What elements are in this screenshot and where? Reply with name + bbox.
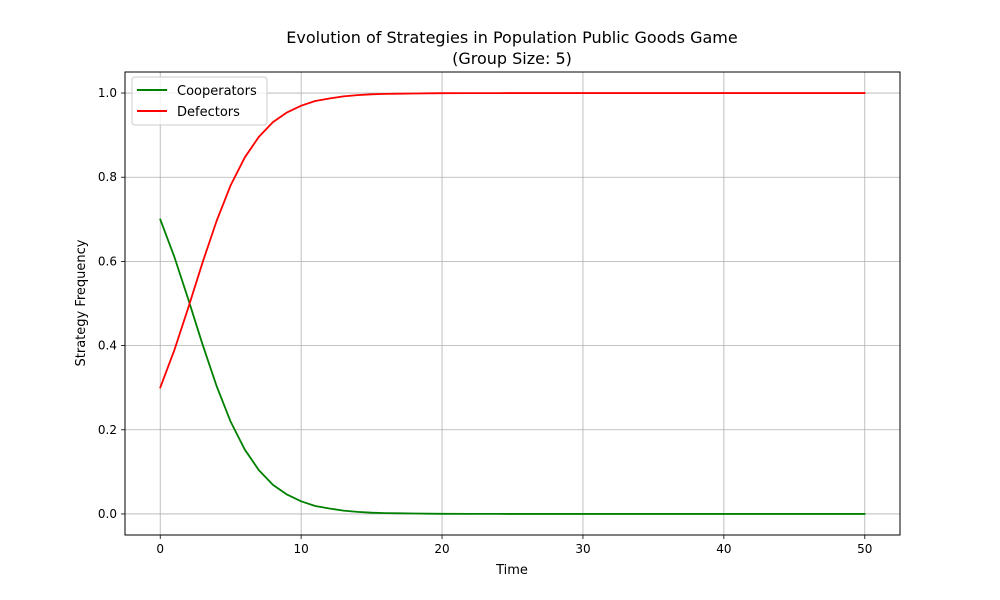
y-tick-label: 0.0: [98, 507, 117, 521]
y-tick-label: 0.2: [98, 423, 117, 437]
x-tick-label: 40: [716, 542, 731, 556]
y-tick-label: 0.6: [98, 254, 117, 268]
x-tick-label: 0: [156, 542, 164, 556]
y-tick-label: 0.4: [98, 339, 117, 353]
x-tick-label: 30: [575, 542, 590, 556]
series-lines: [159, 92, 866, 515]
x-tick-label: 50: [857, 542, 872, 556]
legend-label-cooperators: Cooperators: [177, 84, 257, 99]
legend: Cooperators Defectors: [131, 76, 268, 126]
y-tick-label: 0.8: [98, 170, 117, 184]
chart-subtitle: (Group Size: 5): [452, 49, 572, 68]
x-tick-label: 10: [293, 542, 308, 556]
y-axis-label: Strategy Frequency: [74, 239, 89, 366]
legend-label-defectors: Defectors: [177, 105, 240, 120]
chart-title: Evolution of Strategies in Population Pu…: [286, 28, 737, 47]
series-line-cooperators: [159, 218, 866, 515]
x-tick-label: 20: [434, 542, 449, 556]
y-tick-label: 1.0: [98, 86, 117, 100]
axis-ticks: 0 10 20 30 40 50 0.0 0.2 0.4 0.6 0.8 1.0: [98, 86, 873, 556]
x-axis-label: Time: [495, 563, 528, 578]
series-line-defectors: [159, 92, 866, 389]
plot-area-frame: [124, 71, 901, 536]
